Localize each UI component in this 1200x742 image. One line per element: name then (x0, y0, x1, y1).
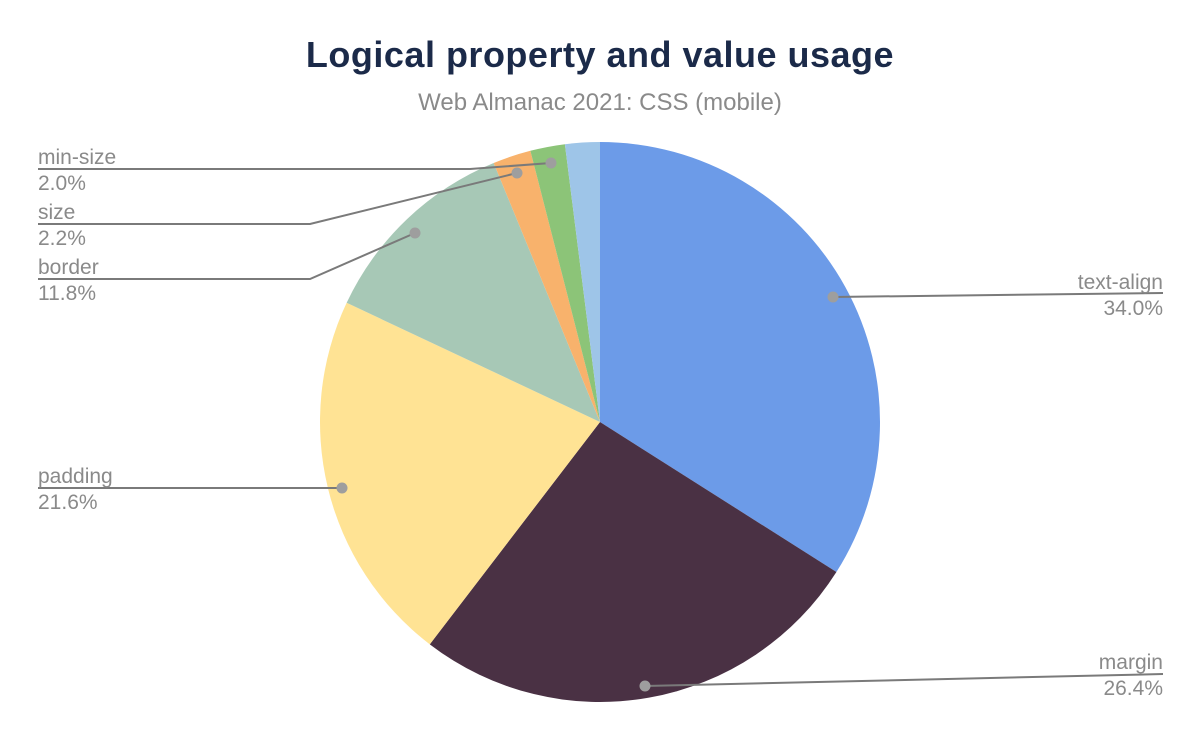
callout-label: size (38, 201, 76, 224)
leader-dot-text-align (827, 291, 839, 303)
chart-subtitle: Web Almanac 2021: CSS (mobile) (418, 89, 782, 116)
callout-text-align: text-align 34.0% (1078, 271, 1163, 320)
callout-value: 21.6% (38, 491, 98, 514)
leader-line-margin (644, 673, 1164, 687)
callout-value: 34.0% (1103, 297, 1163, 320)
callout-border: border 11.8% (38, 256, 99, 305)
callout-label: border (38, 256, 99, 279)
pie-slice-min-size (530, 144, 600, 422)
leader-line-border (38, 232, 416, 280)
callout-label: padding (38, 465, 113, 488)
leader-dot-margin (639, 680, 651, 692)
callout-label: min-size (38, 146, 117, 169)
leader-dot-min-size (545, 157, 557, 169)
callout-label: margin (1098, 651, 1163, 674)
leader-line-text-align (832, 292, 1164, 298)
callout-value: 26.4% (1103, 677, 1163, 700)
callout-margin: margin 26.4% (1099, 651, 1163, 700)
leader-line-min-size (38, 162, 552, 170)
callout-label: text-align (1077, 271, 1163, 294)
callout-value: 11.8% (38, 282, 96, 305)
pie-slice-text-align (600, 142, 880, 573)
pie-slice-margin (429, 422, 837, 703)
leader-dot-padding (336, 482, 348, 494)
pie-slice-size (493, 150, 600, 423)
pie-slice-unlabeled (564, 142, 600, 422)
leader-line-size (38, 172, 518, 225)
callout-padding: padding 21.6% (38, 465, 113, 514)
callout-size: size 2.2% (38, 201, 86, 250)
pie-slice-border (346, 162, 600, 423)
callout-value: 2.0% (38, 172, 86, 195)
callout-value: 2.2% (38, 227, 86, 250)
callout-min-size: min-size 2.0% (38, 146, 116, 195)
leader-dot-size (511, 167, 523, 179)
chart-title: Logical property and value usage (305, 34, 895, 75)
leader-dot-border (409, 227, 421, 239)
pie-slice-padding (319, 302, 600, 645)
